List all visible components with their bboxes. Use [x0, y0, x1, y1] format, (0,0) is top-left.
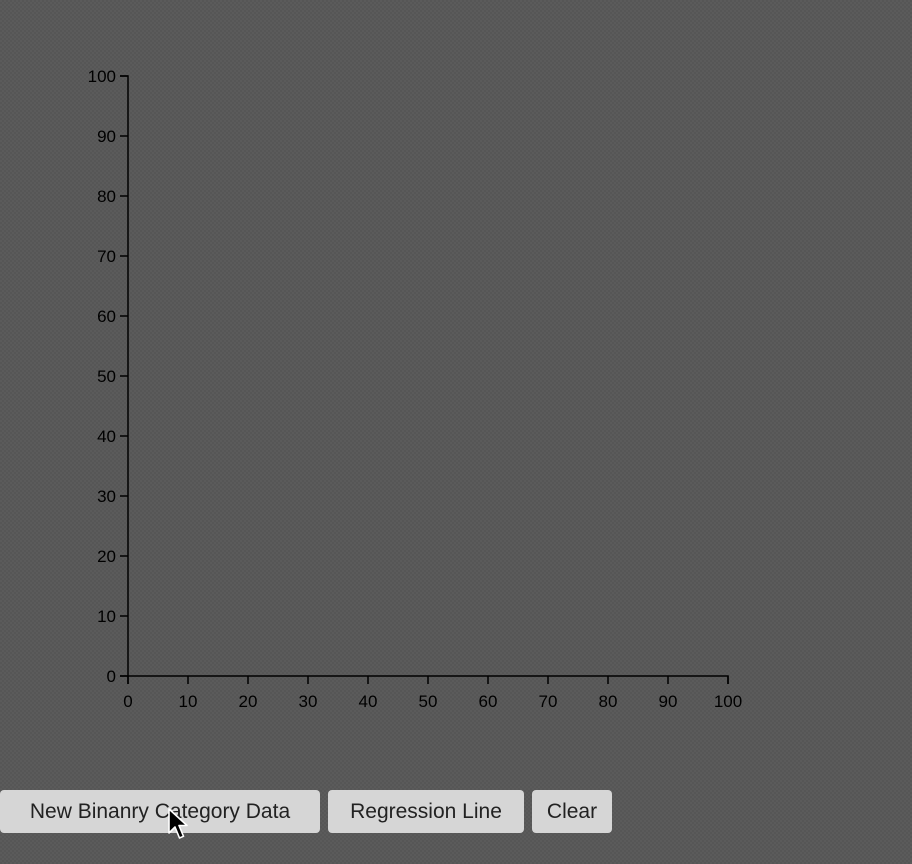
- toolbar: New Binanry Category Data Regression Lin…: [0, 790, 612, 833]
- x-axis: 0 10 20 30 40 50 60 70 80 90 100: [123, 675, 742, 711]
- new-binary-category-data-button[interactable]: New Binanry Category Data: [0, 790, 320, 833]
- x-tick-label: 60: [479, 692, 498, 711]
- x-tick-label: 100: [714, 692, 742, 711]
- y-axis: 0 10 20 30 40 50 60 70 80 90 100: [88, 67, 129, 686]
- x-tick-label: 70: [539, 692, 558, 711]
- y-tick-label: 0: [107, 667, 116, 686]
- y-tick-label: 10: [97, 607, 116, 626]
- y-tick-label: 80: [97, 187, 116, 206]
- regression-line-button[interactable]: Regression Line: [328, 790, 524, 833]
- y-tick-label: 100: [88, 67, 116, 86]
- x-tick-label: 80: [599, 692, 618, 711]
- y-tick-label: 90: [97, 127, 116, 146]
- clear-button[interactable]: Clear: [532, 790, 612, 833]
- x-tick-label: 40: [359, 692, 378, 711]
- y-tick-label: 60: [97, 307, 116, 326]
- x-tick-label: 30: [299, 692, 318, 711]
- x-tick-label: 90: [659, 692, 678, 711]
- x-tick-label: 10: [179, 692, 198, 711]
- y-tick-label: 20: [97, 547, 116, 566]
- y-tick-label: 70: [97, 247, 116, 266]
- scatter-chart: 0 10 20 30 40 50 60 70 80 90 100 0 10 20 30 40 50 60 70 80…: [88, 67, 743, 711]
- x-tick-label: 50: [419, 692, 438, 711]
- x-tick-label: 20: [239, 692, 258, 711]
- y-tick-label: 40: [97, 427, 116, 446]
- y-tick-label: 50: [97, 367, 116, 386]
- x-tick-label: 0: [123, 692, 132, 711]
- y-tick-label: 30: [97, 487, 116, 506]
